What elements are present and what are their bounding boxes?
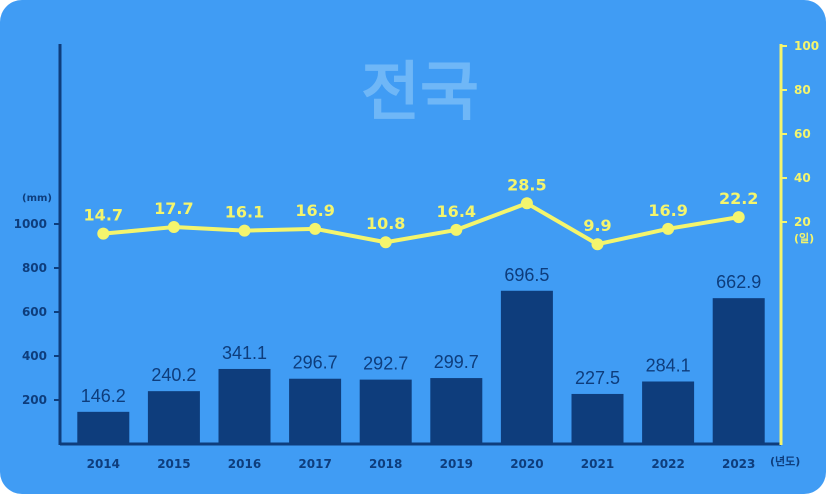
days-point-2019: [450, 223, 463, 236]
days-point-2016: [238, 224, 251, 237]
bar-value-label-2017: 296.7: [293, 353, 338, 373]
days-point-2022: [662, 222, 675, 235]
right-axis-unit: (일): [794, 231, 814, 245]
right-tick-label-20: 20: [794, 215, 811, 229]
bar-value-label-2015: 240.2: [151, 365, 196, 385]
x-tick-label-2017: 2017: [298, 457, 331, 471]
bar-2014: [77, 411, 130, 444]
bar-2020: [500, 290, 553, 444]
days-point-2021: [591, 238, 604, 251]
days-value-label-2017: 16.9: [295, 201, 334, 220]
days-value-label-2019: 16.4: [437, 202, 476, 221]
x-tick-label-2021: 2021: [581, 457, 614, 471]
bar-2015: [147, 391, 200, 444]
days-value-label-2014: 14.7: [84, 206, 123, 225]
days-value-label-2021: 9.9: [583, 216, 611, 235]
x-tick-label-2016: 2016: [228, 457, 261, 471]
days-value-label-2016: 16.1: [225, 203, 264, 222]
bar-value-label-2023: 662.9: [716, 272, 761, 292]
x-tick-label-2023: 2023: [722, 457, 755, 471]
left-axis-unit: (mm): [22, 193, 52, 204]
chart-title: 전국: [361, 56, 479, 130]
days-value-label-2023: 22.2: [719, 189, 758, 208]
left-tick-label-800: 800: [22, 261, 47, 275]
x-tick-label-2015: 2015: [157, 457, 190, 471]
days-point-2018: [379, 236, 392, 249]
x-tick-label-2020: 2020: [510, 457, 543, 471]
days-point-2017: [309, 222, 322, 235]
right-tick-label-80: 80: [794, 83, 811, 97]
bar-value-label-2014: 146.2: [81, 386, 126, 406]
left-tick-label-1000: 1000: [14, 217, 47, 231]
bar-value-label-2018: 292.7: [363, 354, 408, 374]
days-point-2014: [97, 227, 110, 240]
days-value-label-2015: 17.7: [154, 199, 193, 218]
days-point-2020: [520, 197, 533, 210]
bar-2023: [712, 298, 765, 444]
x-tick-label-2018: 2018: [369, 457, 402, 471]
days-series-line: [101, 201, 741, 247]
days-value-label-2018: 10.8: [366, 214, 405, 233]
x-tick-label-2022: 2022: [651, 457, 684, 471]
left-tick-label-600: 600: [22, 305, 47, 319]
bar-2022: [642, 381, 695, 444]
bar-2018: [359, 379, 412, 444]
bar-2016: [218, 368, 271, 444]
right-tick-label-100: 100: [794, 39, 819, 53]
days-value-label-2022: 16.9: [648, 201, 687, 220]
days-value-label-2020: 28.5: [507, 175, 546, 194]
right-tick-label-40: 40: [794, 171, 811, 185]
right-tick-label-60: 60: [794, 127, 811, 141]
bar-2019: [430, 378, 483, 444]
x-tick-label-2019: 2019: [440, 457, 473, 471]
days-point-2015: [167, 221, 180, 234]
bar-value-label-2019: 299.7: [434, 352, 479, 372]
days-point-2023: [732, 211, 745, 224]
x-axis-unit: (년도): [770, 454, 800, 468]
bar-2021: [571, 393, 624, 444]
bar-2017: [289, 378, 342, 444]
bar-value-label-2022: 284.1: [646, 355, 691, 375]
bar-value-label-2020: 696.5: [504, 265, 549, 285]
x-tick-label-2014: 2014: [87, 457, 120, 471]
bar-value-label-2021: 227.5: [575, 368, 620, 388]
bar-value-label-2016: 341.1: [222, 343, 267, 363]
left-tick-label-200: 200: [22, 393, 47, 407]
left-tick-label-400: 400: [22, 349, 47, 363]
